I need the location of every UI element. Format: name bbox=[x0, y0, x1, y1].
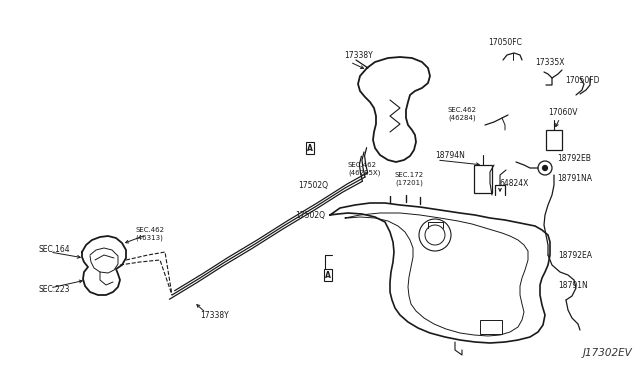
Text: SEC.172: SEC.172 bbox=[395, 172, 424, 178]
Text: 17502Q: 17502Q bbox=[298, 180, 328, 189]
Text: 18792EB: 18792EB bbox=[557, 154, 591, 163]
Text: (17201): (17201) bbox=[395, 180, 423, 186]
Text: 18791N: 18791N bbox=[558, 280, 588, 289]
Text: 17050FD: 17050FD bbox=[565, 76, 600, 84]
Text: 17060V: 17060V bbox=[548, 108, 577, 116]
Circle shape bbox=[543, 166, 547, 170]
Bar bbox=[480, 320, 502, 334]
Text: 17335X: 17335X bbox=[535, 58, 564, 67]
Text: 18792EA: 18792EA bbox=[558, 250, 592, 260]
Text: (46285X): (46285X) bbox=[348, 170, 380, 176]
Text: 17502Q: 17502Q bbox=[295, 211, 325, 219]
Text: (46284): (46284) bbox=[448, 115, 476, 121]
Text: 64824X: 64824X bbox=[500, 179, 529, 187]
Text: 18794N: 18794N bbox=[435, 151, 465, 160]
Text: 17338Y: 17338Y bbox=[344, 51, 372, 60]
Text: A: A bbox=[307, 144, 313, 153]
Text: J17302EV: J17302EV bbox=[582, 348, 632, 358]
Text: SEC.462: SEC.462 bbox=[448, 107, 477, 113]
Text: SEC.223: SEC.223 bbox=[38, 285, 70, 295]
Text: SEC.462: SEC.462 bbox=[348, 162, 377, 168]
Text: A: A bbox=[325, 270, 331, 279]
Text: (46313): (46313) bbox=[135, 235, 163, 241]
Text: 18791NA: 18791NA bbox=[557, 173, 592, 183]
Bar bbox=[546, 130, 562, 150]
Text: 17338Y: 17338Y bbox=[200, 311, 228, 320]
Text: 17050FC: 17050FC bbox=[488, 38, 522, 46]
Text: SEC.164: SEC.164 bbox=[38, 246, 70, 254]
Bar bbox=[474, 165, 492, 193]
Text: SEC.462: SEC.462 bbox=[135, 227, 164, 233]
